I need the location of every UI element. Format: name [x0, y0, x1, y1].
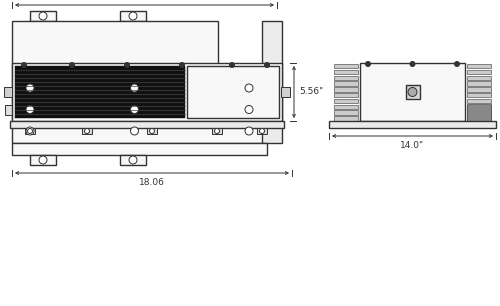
- Circle shape: [26, 127, 34, 135]
- Bar: [267, 114, 279, 122]
- Bar: [334, 87, 358, 91]
- Bar: [120, 11, 146, 21]
- Circle shape: [260, 129, 264, 133]
- Circle shape: [408, 88, 417, 96]
- Bar: [334, 105, 358, 109]
- Circle shape: [180, 62, 184, 68]
- Circle shape: [454, 62, 460, 66]
- Circle shape: [130, 127, 138, 135]
- Circle shape: [230, 62, 234, 68]
- Bar: [334, 99, 358, 103]
- Bar: [467, 87, 491, 91]
- Circle shape: [84, 129, 89, 133]
- Circle shape: [410, 62, 415, 66]
- Bar: [334, 93, 358, 97]
- Text: 14.0": 14.0": [400, 141, 424, 150]
- Bar: [467, 93, 491, 97]
- Circle shape: [245, 106, 253, 114]
- Circle shape: [129, 12, 137, 20]
- Bar: [334, 76, 358, 80]
- Bar: [4, 87, 12, 97]
- Bar: [187, 66, 279, 118]
- Circle shape: [28, 129, 32, 133]
- Bar: [467, 64, 491, 68]
- Bar: [267, 86, 279, 94]
- Bar: [120, 155, 146, 165]
- Circle shape: [264, 62, 270, 68]
- Circle shape: [26, 106, 34, 114]
- Bar: [334, 116, 358, 121]
- Bar: [25, 128, 35, 134]
- Bar: [334, 64, 358, 68]
- Bar: [15, 66, 185, 118]
- Bar: [334, 70, 358, 74]
- Circle shape: [39, 156, 47, 164]
- Bar: [30, 155, 56, 165]
- Circle shape: [39, 12, 47, 20]
- Bar: [257, 128, 267, 134]
- Bar: [467, 116, 491, 121]
- Circle shape: [26, 84, 34, 92]
- Bar: [334, 110, 358, 115]
- Bar: [467, 81, 491, 86]
- Circle shape: [130, 106, 138, 114]
- Bar: [12, 143, 267, 155]
- Bar: [467, 99, 491, 103]
- Bar: [82, 128, 92, 134]
- Bar: [467, 105, 491, 109]
- Circle shape: [70, 62, 74, 68]
- Bar: [30, 11, 56, 21]
- Bar: [267, 128, 279, 136]
- Bar: [281, 87, 290, 97]
- Circle shape: [129, 156, 137, 164]
- Bar: [334, 81, 358, 86]
- Bar: [262, 21, 282, 143]
- Text: 5.56": 5.56": [299, 88, 323, 96]
- Circle shape: [214, 129, 220, 133]
- Bar: [10, 121, 284, 128]
- Bar: [329, 121, 496, 128]
- Bar: [467, 76, 491, 80]
- Circle shape: [130, 84, 138, 92]
- Bar: [467, 104, 491, 121]
- Bar: [12, 76, 267, 143]
- Text: 18.06: 18.06: [139, 178, 165, 187]
- Bar: [5, 105, 12, 114]
- Circle shape: [245, 127, 253, 135]
- Circle shape: [150, 129, 154, 133]
- Bar: [147, 128, 157, 134]
- Bar: [467, 110, 491, 115]
- Bar: [12, 21, 218, 76]
- Bar: [406, 85, 419, 99]
- Bar: [467, 70, 491, 74]
- Circle shape: [366, 62, 370, 66]
- Bar: [360, 63, 465, 121]
- Bar: [12, 63, 282, 121]
- Bar: [212, 128, 222, 134]
- Bar: [267, 100, 279, 108]
- Circle shape: [22, 62, 26, 68]
- Circle shape: [245, 84, 253, 92]
- Circle shape: [124, 62, 130, 68]
